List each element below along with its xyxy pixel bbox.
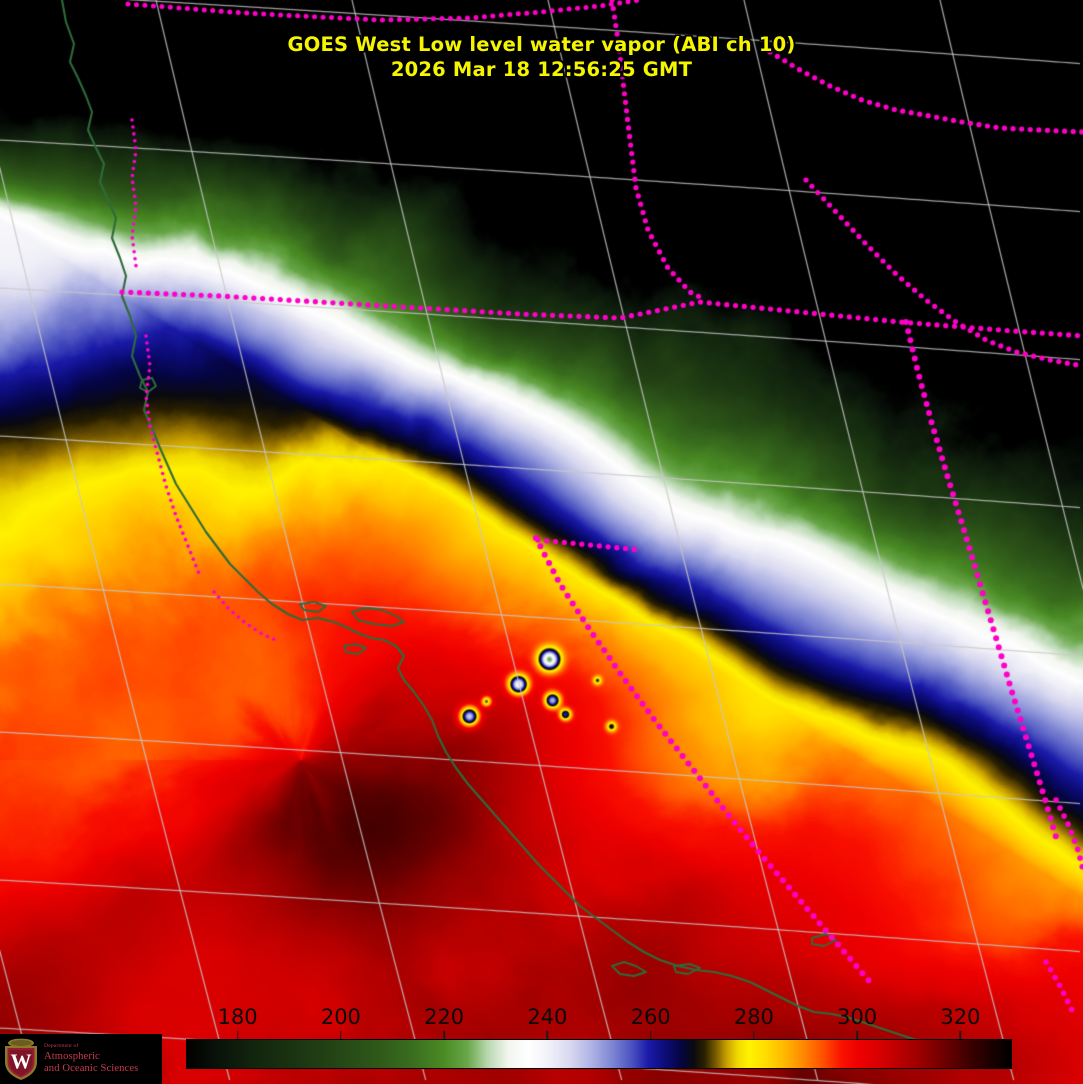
colorbar-label-260: 260 — [630, 1005, 671, 1029]
colorbar-tick-marks — [186, 1031, 1012, 1039]
colorbar-tick-220 — [443, 1031, 445, 1039]
colorbar-label-220: 220 — [424, 1005, 465, 1029]
colorbar-label-280: 280 — [733, 1005, 774, 1029]
colorbar: 180 200 220 240 260 280 300 320 — [186, 1005, 1012, 1069]
logo-line-oceanic: and Oceanic Sciences — [44, 1062, 139, 1074]
svg-text:W: W — [11, 1050, 32, 1074]
uw-logo-text: Department of Atmospheric and Oceanic Sc… — [41, 1042, 162, 1074]
colorbar-label-240: 240 — [527, 1005, 568, 1029]
colorbar-label-180: 180 — [217, 1005, 258, 1029]
colorbar-label-200: 200 — [320, 1005, 361, 1029]
uw-crest-icon: W — [1, 1036, 41, 1082]
colorbar-tick-240 — [546, 1031, 549, 1039]
colorbar-tick-320 — [959, 1031, 962, 1039]
colorbar-tick-180 — [236, 1031, 239, 1039]
colorbar-tick-300 — [856, 1031, 858, 1039]
colorbar-label-320: 320 — [940, 1005, 981, 1029]
colorbar-gradient — [186, 1039, 1012, 1069]
colorbar-tick-labels: 180 200 220 240 260 280 300 320 — [186, 1005, 1012, 1031]
colorbar-tick-260 — [649, 1031, 652, 1039]
logo-line-atmospheric: Atmospheric — [44, 1050, 100, 1062]
colorbar-tick-200 — [340, 1031, 342, 1039]
uw-aos-logo: W Department of Atmospheric and Oceanic … — [0, 1034, 162, 1084]
logo-dept-prefix: Department of — [44, 1042, 79, 1049]
colorbar-tick-280 — [753, 1031, 755, 1039]
colorbar-label-300: 300 — [837, 1005, 878, 1029]
